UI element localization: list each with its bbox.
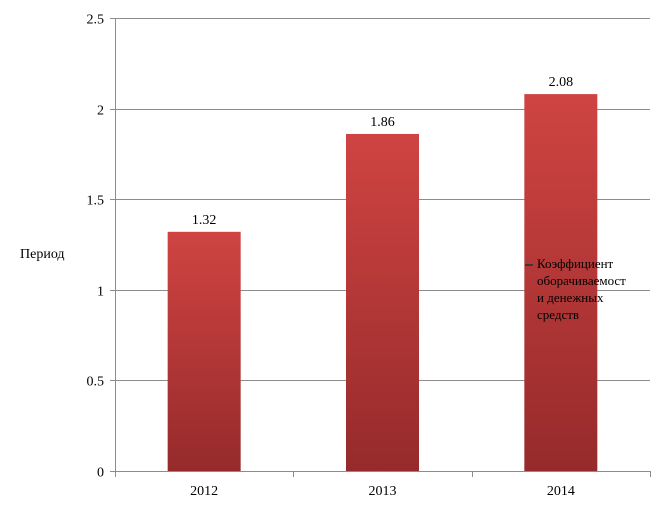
legend: Коэффициент оборачиваемост и денежных средс… bbox=[525, 256, 626, 322]
x-tick-labels: 2012 2013 2014 bbox=[190, 484, 575, 499]
data-label: 1.86 bbox=[370, 115, 395, 130]
data-labels: 1.32 1.86 2.08 bbox=[192, 75, 573, 228]
y-tick-label: 0 bbox=[97, 466, 104, 481]
data-label: 1.32 bbox=[192, 213, 217, 228]
legend-line: Коэффициент bbox=[537, 256, 614, 271]
legend-line: оборачиваемост bbox=[537, 273, 626, 288]
y-tick-label: 2 bbox=[97, 104, 104, 119]
y-tick-label: 0.5 bbox=[87, 375, 105, 390]
bars bbox=[167, 94, 598, 471]
data-label: 2.08 bbox=[549, 75, 574, 90]
y-tick-label: 2.5 bbox=[87, 13, 105, 28]
y-tick-label: 1.5 bbox=[87, 194, 105, 209]
legend-swatch bbox=[525, 264, 533, 266]
legend-line: и денежных bbox=[537, 290, 604, 305]
legend-line: средств bbox=[537, 307, 579, 322]
y-axis-title: Период bbox=[20, 247, 65, 262]
x-tick-label: 2014 bbox=[547, 484, 575, 499]
bar-2014 bbox=[524, 94, 598, 471]
x-tick-label: 2012 bbox=[190, 484, 218, 499]
x-tick-label: 2013 bbox=[369, 484, 397, 499]
axes bbox=[110, 18, 651, 477]
bar-2012 bbox=[167, 231, 241, 471]
y-tick-label: 1 bbox=[97, 285, 104, 300]
bar-2013 bbox=[346, 133, 419, 471]
legend-entry: Коэффициент оборачиваемост и денежных средс… bbox=[537, 256, 626, 322]
y-tick-labels: 0 0.5 1 1.5 2 2.5 bbox=[87, 13, 105, 481]
